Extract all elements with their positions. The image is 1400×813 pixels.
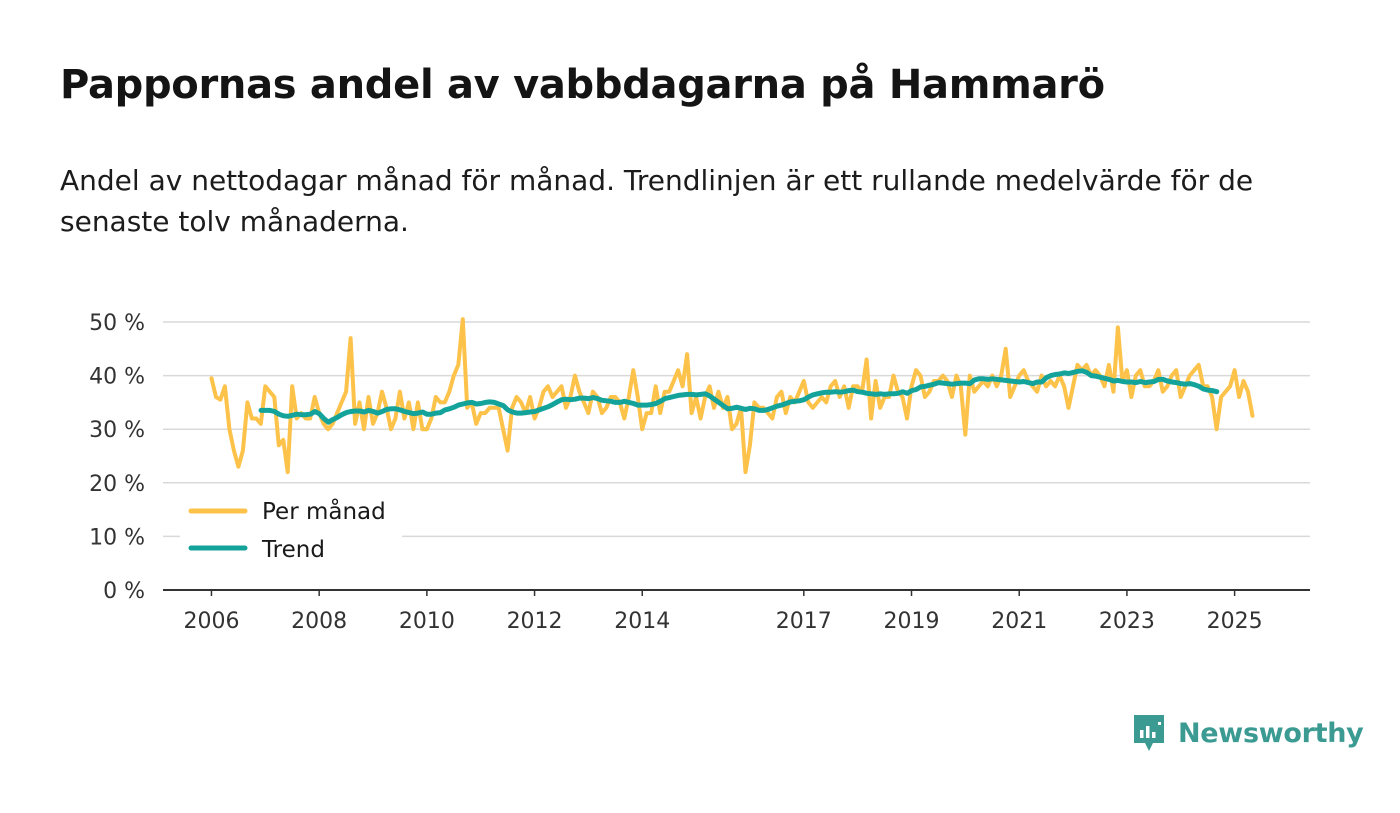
x-tick-label: 2014 (614, 609, 670, 634)
x-tick-label: 2019 (884, 609, 940, 634)
newsworthy-logo: Newsworthy (1132, 712, 1364, 754)
legend-background (180, 492, 402, 570)
x-tick-label: 2010 (399, 609, 455, 634)
x-tick-label: 2023 (1099, 609, 1155, 634)
legend-label-per-manad: Per månad (262, 497, 386, 525)
legend-label-trend: Trend (261, 537, 325, 563)
x-tick-label: 2025 (1207, 609, 1263, 634)
y-tick-label: 20 % (89, 472, 145, 497)
y-tick-label: 10 % (89, 525, 145, 550)
y-axis: 0 % 10 % 20 % 30 % 40 % 50 % (89, 311, 145, 604)
y-tick-label: 30 % (89, 418, 145, 443)
legend: Per månad Trend (180, 492, 402, 570)
x-tick-label: 2008 (291, 609, 347, 634)
y-tick-label: 40 % (89, 365, 145, 390)
y-tick-label: 0 % (103, 579, 145, 604)
series-group (209, 317, 1255, 475)
series-line-per-manad (209, 317, 1255, 475)
y-tick-label: 50 % (89, 311, 145, 336)
x-tick-label: 2006 (183, 609, 239, 634)
newsworthy-logo-icon (1134, 715, 1164, 751)
x-tick-label: 2021 (991, 609, 1047, 634)
line-chart: 0 % 10 % 20 % 30 % 40 % 50 % 2006 2008 2010 2012… (89, 311, 1310, 634)
chart-subtitle: Andel av nettodagar månad för månad. Tre… (60, 164, 1254, 238)
brand-name: Newsworthy (1178, 717, 1364, 749)
series-line-trend (258, 368, 1220, 425)
x-tick-label: 2017 (776, 609, 832, 634)
x-axis: 2006 2008 2010 2012 2014 2017 2019 2021 2023 2025 (183, 590, 1263, 634)
x-tick-label: 2012 (507, 609, 563, 634)
chart-title: Pappornas andel av vabbdagarna på Hammar… (60, 62, 1105, 108)
